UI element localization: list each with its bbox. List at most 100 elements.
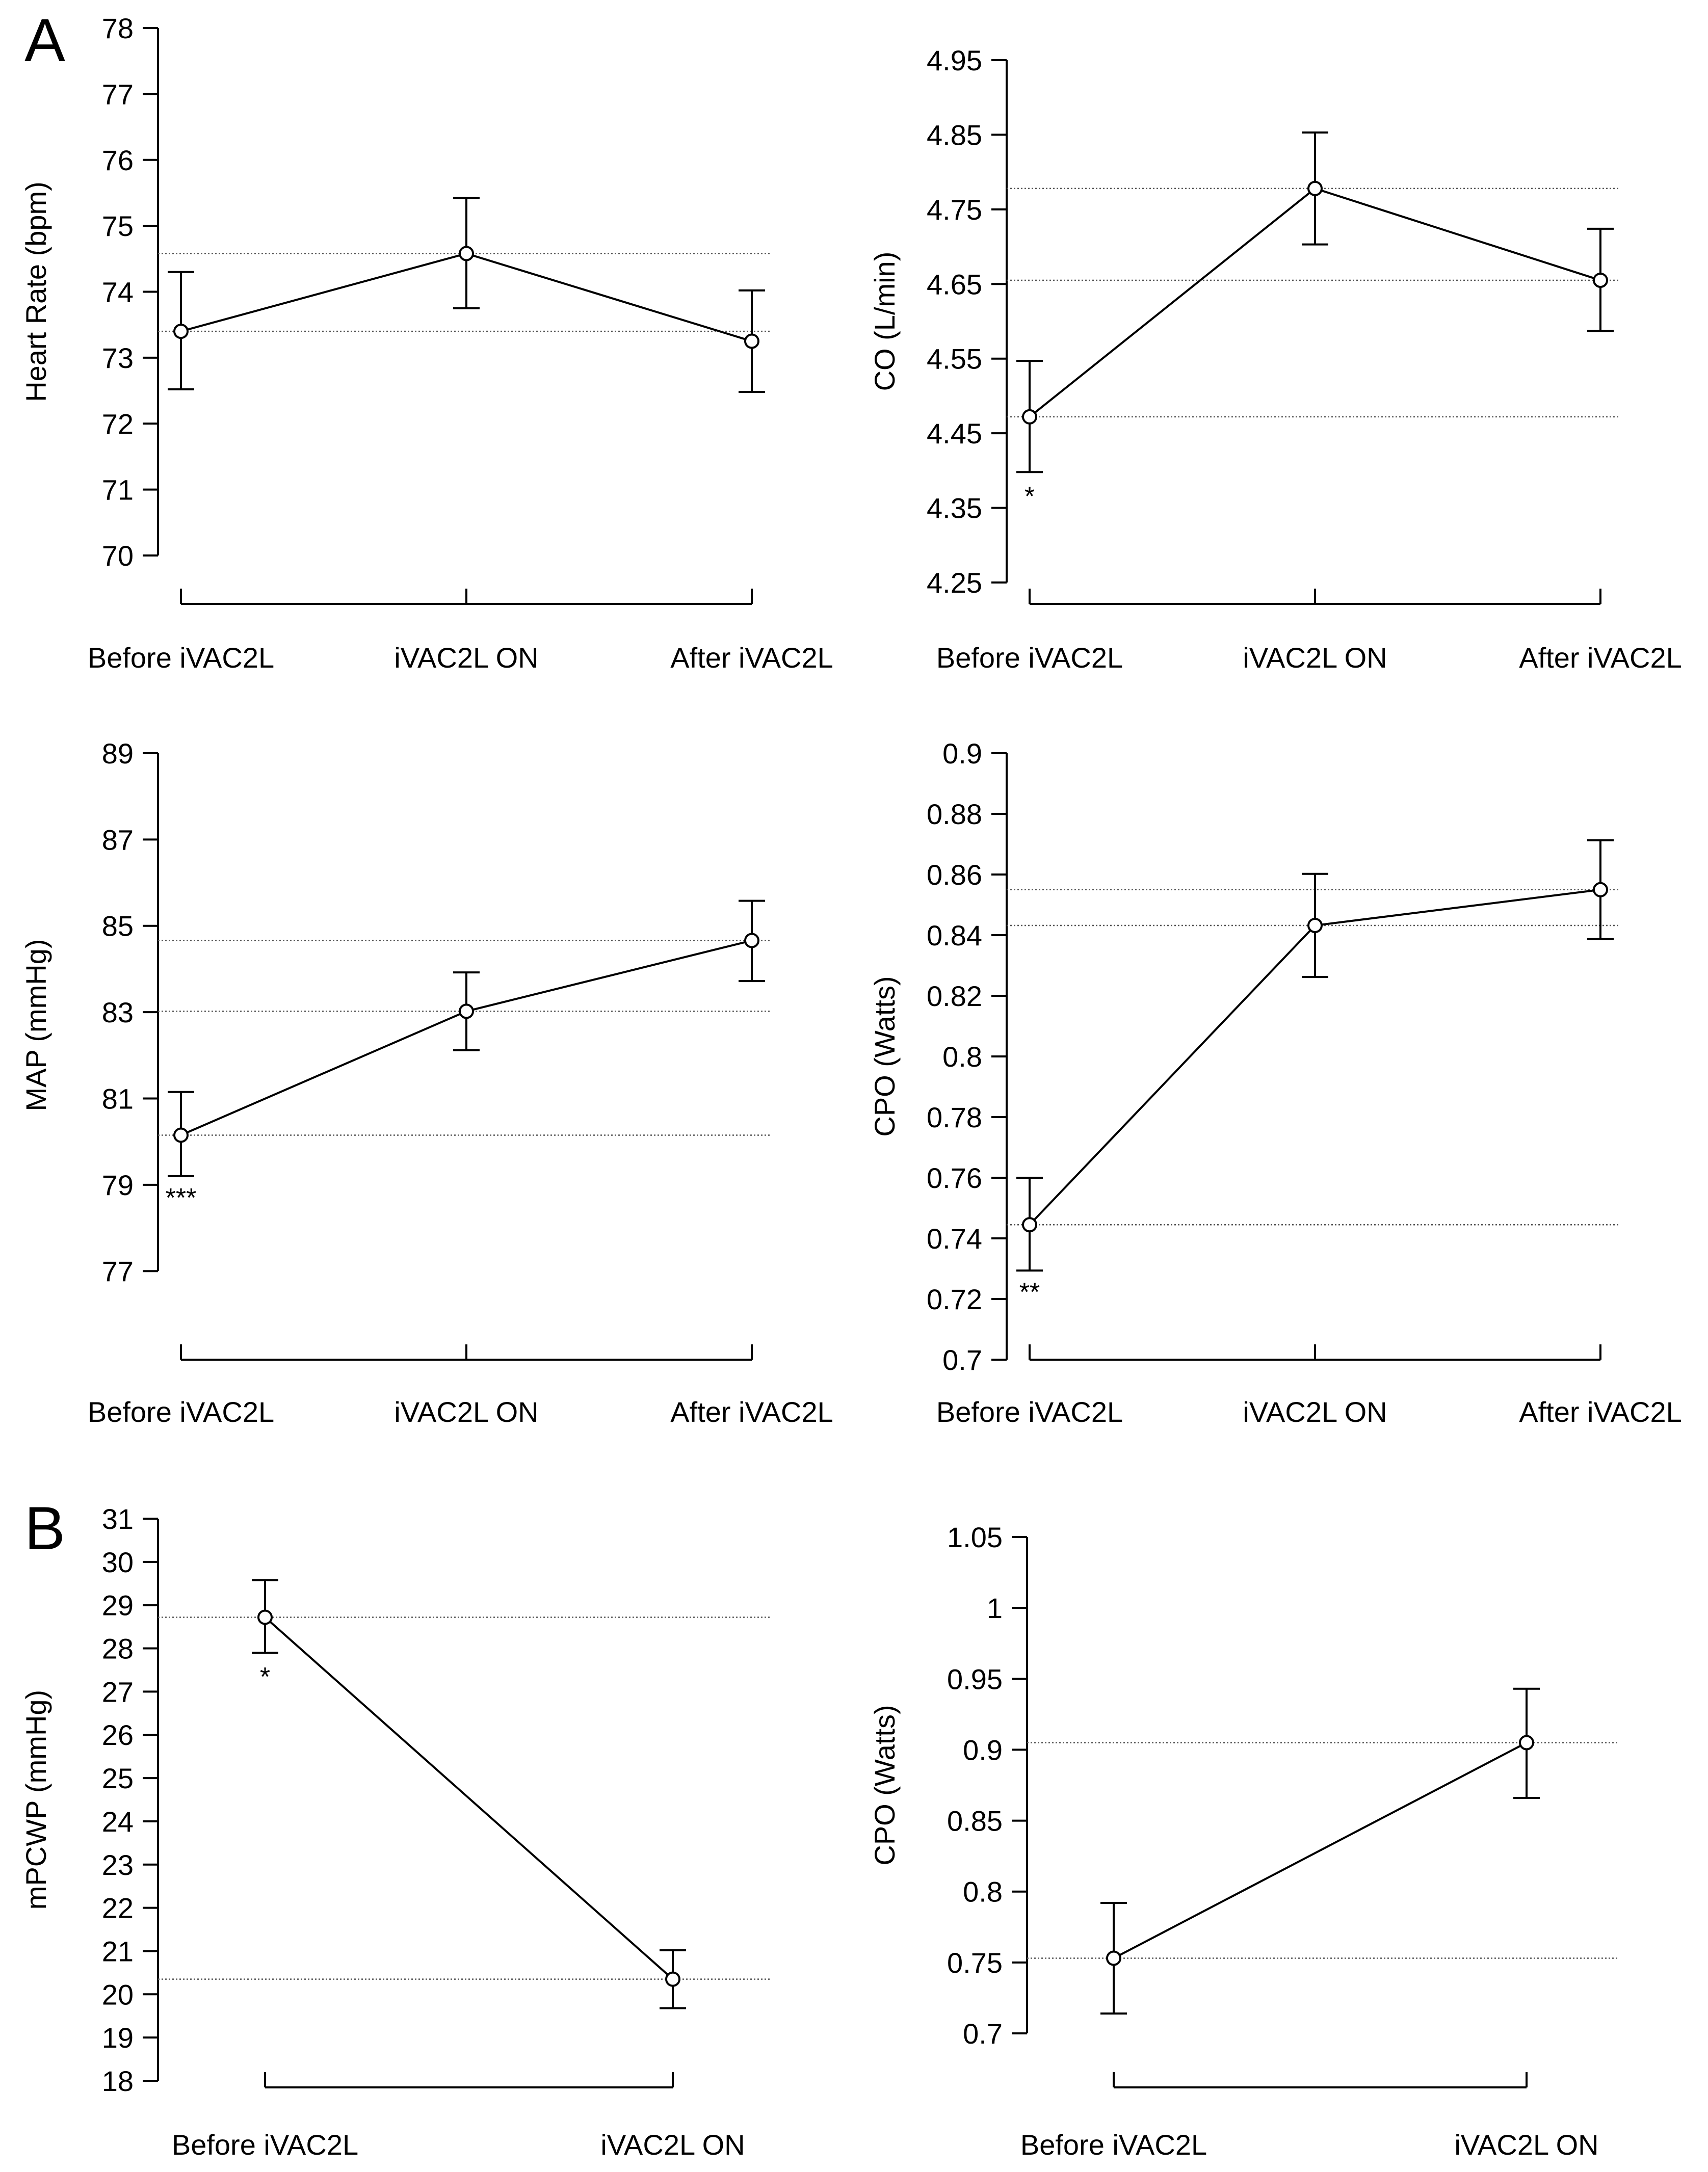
- data-point: [1519, 1735, 1534, 1751]
- x-category-label: iVAC2L ON: [1243, 642, 1387, 674]
- chart-4: 0.7 0.72 0.74 0.76 0.78 0.8 0.82 0.84 0.86 0.88 0.…: [869, 737, 1682, 1428]
- x-category-label: Before iVAC2L: [172, 2129, 358, 2161]
- x-category-label: Before iVAC2L: [936, 642, 1123, 674]
- y-tick-label: 73: [102, 342, 134, 374]
- data-point: [1307, 917, 1323, 933]
- y-tick-label: 77: [102, 1255, 134, 1287]
- y-tick-label: 1: [987, 1592, 1003, 1624]
- significance-label: **: [1019, 1278, 1040, 1307]
- y-tick-label: 0.76: [927, 1162, 982, 1194]
- data-point: [1593, 882, 1608, 897]
- x-category-label: After iVAC2L: [1519, 642, 1682, 674]
- y-tick-label: 0.8: [942, 1041, 982, 1073]
- x-category-label: Before iVAC2L: [88, 642, 274, 674]
- y-tick-label: 19: [102, 2022, 134, 2054]
- data-point: [744, 333, 759, 349]
- y-tick-label: 18: [102, 2065, 134, 2097]
- y-tick-label: 4.45: [927, 417, 982, 449]
- y-tick-label: 4.65: [927, 268, 982, 300]
- y-tick-label: 0.84: [927, 919, 982, 951]
- y-tick-label: 0.85: [947, 1805, 1003, 1837]
- x-category-label: Before iVAC2L: [936, 1396, 1123, 1428]
- series-line: [1113, 1741, 1527, 1959]
- y-tick-label: 79: [102, 1169, 134, 1201]
- y-tick-label: 85: [102, 910, 134, 942]
- y-tick-label: 0.9: [963, 1734, 1003, 1766]
- y-axis-title: mPCWP (mmHg): [20, 1690, 52, 1910]
- y-tick-label: 0.9: [942, 737, 982, 770]
- y-tick-label: 4.85: [927, 119, 982, 151]
- significance-label: *: [1024, 482, 1035, 511]
- y-tick-label: 4.35: [927, 492, 982, 524]
- data-point: [1106, 1950, 1121, 1966]
- y-tick-label: 29: [102, 1590, 134, 1622]
- y-axis-title: Heart Rate (bpm): [20, 181, 52, 402]
- y-tick-label: 89: [102, 737, 134, 770]
- y-tick-label: 0.74: [927, 1223, 982, 1255]
- y-tick-label: 87: [102, 824, 134, 856]
- y-tick-label: 78: [102, 12, 134, 44]
- y-tick-label: 81: [102, 1082, 134, 1115]
- y-tick-label: 31: [102, 1503, 134, 1535]
- x-category-label: iVAC2L ON: [394, 1396, 538, 1428]
- chart-2: 4.25 4.35 4.45 4.55 4.65 4.75 4.85 4.95 CO (L/mi…: [869, 44, 1682, 674]
- x-category-label: After iVAC2L: [1519, 1396, 1682, 1428]
- x-category-label: iVAC2L ON: [600, 2129, 745, 2161]
- chart-6: 0.7 0.75 0.8 0.85 0.9 0.95 1 1.05 CPO (Watts) Bef…: [869, 1521, 1618, 2161]
- y-tick-label: 0.8: [963, 1876, 1003, 1908]
- y-tick-label: 0.95: [947, 1663, 1003, 1695]
- y-tick-label: 70: [102, 540, 134, 572]
- chart-1: 70 71 72 73 74 75 76 77 78 Heart Rate (bpm) Before…: [20, 12, 833, 674]
- x-category-label: iVAC2L ON: [394, 642, 538, 674]
- y-tick-label: 25: [102, 1762, 134, 1794]
- y-tick-label: 28: [102, 1633, 134, 1665]
- y-tick-label: 0.82: [927, 980, 982, 1012]
- y-tick-label: 0.78: [927, 1101, 982, 1133]
- x-category-label: Before iVAC2L: [88, 1396, 274, 1428]
- y-tick-label: 21: [102, 1935, 134, 1967]
- panel-letter-a: A: [24, 6, 65, 74]
- y-axis-title: MAP (mmHg): [20, 939, 52, 1111]
- y-tick-label: 76: [102, 144, 134, 176]
- y-tick-label: 0.75: [947, 1947, 1003, 1979]
- y-tick-label: 30: [102, 1546, 134, 1578]
- data-point: [665, 1971, 680, 1987]
- data-point: [1307, 180, 1323, 196]
- data-point: [1022, 409, 1037, 425]
- data-point: [459, 1003, 474, 1019]
- data-point: [744, 933, 759, 948]
- y-tick-label: 4.25: [927, 567, 982, 599]
- y-tick-label: 71: [102, 474, 134, 506]
- data-point: [459, 246, 474, 261]
- y-tick-label: 77: [102, 78, 134, 110]
- x-category-label: Before iVAC2L: [1020, 2129, 1207, 2161]
- significance-label: *: [260, 1662, 270, 1692]
- y-tick-label: 72: [102, 408, 134, 440]
- data-point: [1022, 1217, 1037, 1233]
- y-tick-label: 23: [102, 1849, 134, 1881]
- data-point: [173, 324, 189, 339]
- y-tick-label: 74: [102, 276, 134, 308]
- y-tick-label: 26: [102, 1719, 134, 1751]
- x-category-label: iVAC2L ON: [1454, 2129, 1598, 2161]
- y-tick-label: 22: [102, 1892, 134, 1924]
- y-tick-label: 0.7: [963, 2018, 1003, 2050]
- data-point: [173, 1127, 189, 1143]
- y-tick-label: 4.55: [927, 343, 982, 375]
- y-tick-label: 0.7: [942, 1344, 982, 1376]
- y-tick-label: 1.05: [947, 1521, 1003, 1553]
- panel-letter-b: B: [24, 1494, 65, 1562]
- data-point: [1593, 272, 1608, 288]
- y-tick-label: 83: [102, 996, 134, 1028]
- series-line: [264, 1616, 674, 1980]
- y-tick-label: 75: [102, 210, 134, 242]
- y-tick-label: 24: [102, 1806, 134, 1838]
- y-tick-label: 4.75: [927, 194, 982, 226]
- x-category-label: iVAC2L ON: [1243, 1396, 1387, 1428]
- y-tick-label: 0.72: [927, 1283, 982, 1315]
- y-axis-title: CPO (Watts): [869, 976, 901, 1136]
- charts-container: 70 71 72 73 74 75 76 77 78 Heart Rate (bpm) Before…: [20, 12, 1682, 2161]
- x-category-label: After iVAC2L: [670, 1396, 833, 1428]
- chart-5: 18 19 20 21 22 23 24 25 26 27 28 29 30 31 mPCWP (mmHg)…: [20, 1503, 770, 2161]
